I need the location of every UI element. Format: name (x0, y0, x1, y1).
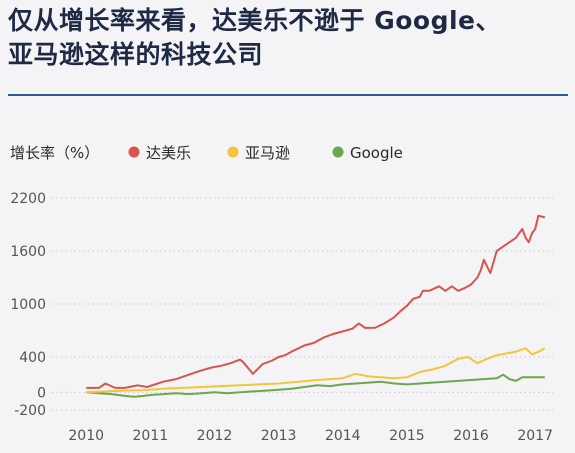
title-block: 仅从增长率来看，达美乐不逊于 Google、 亚马逊这样的科技公司 (8, 4, 568, 72)
legend-label-google: Google (350, 144, 403, 162)
x-tick-label: 2013 (261, 428, 297, 444)
x-axis-ticks: 2010 2011 2012 2013 2014 2015 2016 2017 (68, 428, 553, 444)
chart-title-line-1: 仅从增长率来看，达美乐不逊于 Google、 (8, 6, 501, 35)
series-line-google (86, 373, 545, 398)
y-tick-label: 400 (19, 350, 46, 366)
legend-label-amazon: 亚马逊 (245, 144, 290, 162)
x-tick-label: 2012 (197, 428, 233, 444)
legend: 达美乐 亚马逊 Google (128, 144, 403, 162)
gridlines (52, 197, 553, 411)
y-axis-label: 增长率（%） (10, 144, 99, 162)
y-tick-label: 1600 (10, 244, 46, 260)
series-line-amazon (86, 347, 546, 394)
x-tick-label: 2015 (389, 428, 425, 444)
x-tick-label: 2016 (453, 428, 489, 444)
x-tick-label: 2017 (517, 428, 553, 444)
legend-swatch-google (332, 146, 344, 158)
y-tick-label: -200 (14, 403, 46, 419)
y-tick-label: 1000 (10, 297, 46, 313)
legend-label-dominos: 达美乐 (146, 144, 191, 162)
chart-title-line-2: 亚马逊这样的科技公司 (8, 40, 264, 69)
x-tick-label: 2011 (133, 428, 169, 444)
y-axis-ticks: 2200 1600 1000 400 0 -200 (10, 191, 46, 419)
series-line-dominos (86, 214, 546, 389)
x-tick-label: 2014 (325, 428, 361, 444)
y-tick-label: 0 (37, 385, 46, 401)
legend-swatch-amazon (227, 146, 239, 158)
y-tick-label: 2200 (10, 191, 46, 207)
title-divider (8, 94, 568, 96)
series-lines (86, 214, 546, 398)
x-tick-label: 2010 (68, 428, 104, 444)
legend-swatch-dominos (128, 146, 140, 158)
